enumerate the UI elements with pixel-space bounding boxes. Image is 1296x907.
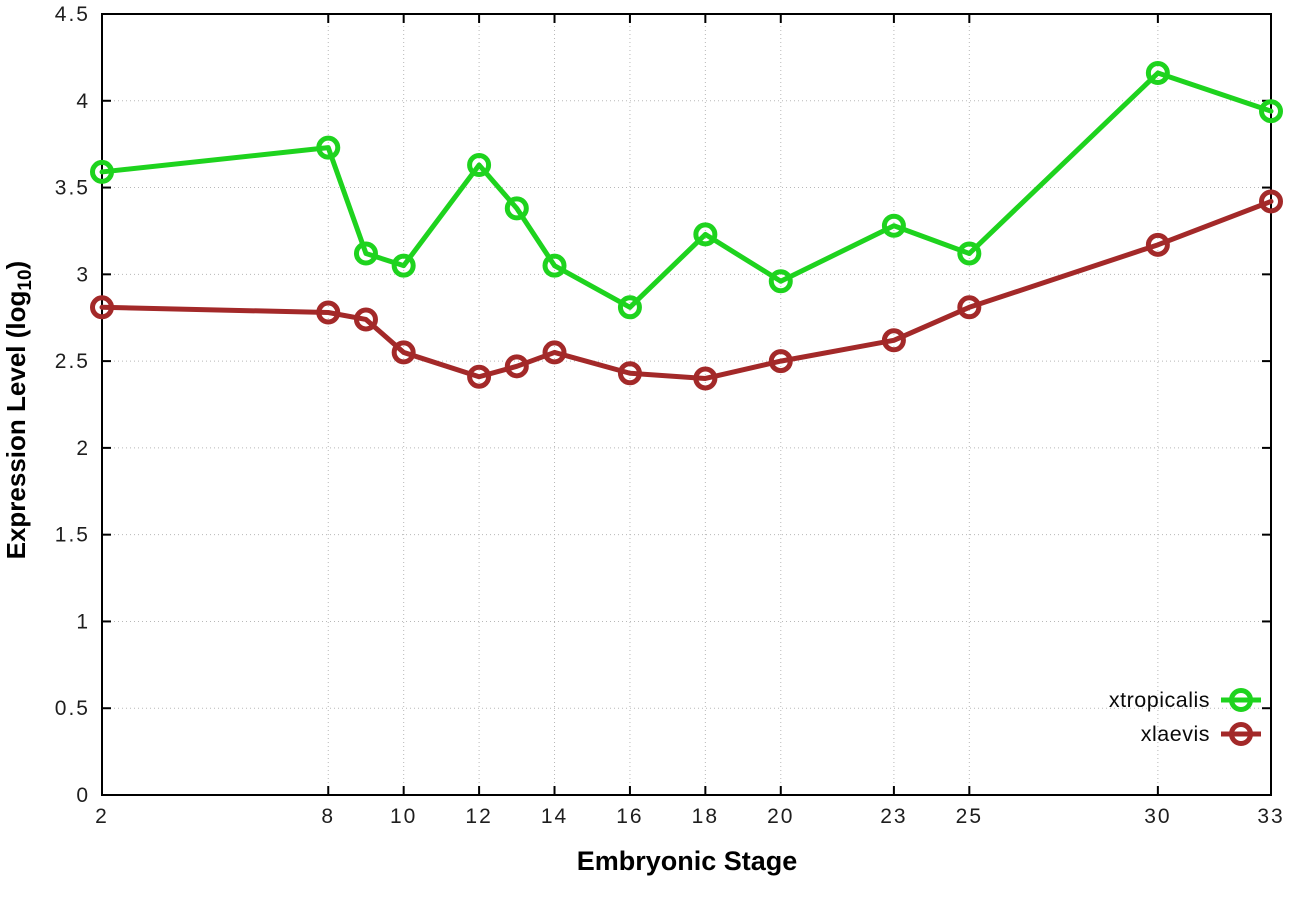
series-xlaevis-marker — [1145, 232, 1170, 257]
series-xlaevis-marker — [1259, 189, 1283, 214]
series-xlaevis — [90, 189, 1283, 391]
legend: xtropicalis xlaevis — [1109, 684, 1264, 750]
series-xlaevis-line — [99, 198, 1274, 381]
legend-item-xtropicalis: xtropicalis — [1109, 684, 1264, 716]
series-xtropicalis-marker — [90, 159, 114, 184]
y-tick-label: 3 — [76, 263, 90, 286]
x-tick-label: 16 — [616, 805, 643, 828]
series-xlaevis-marker — [90, 295, 114, 320]
series-xlaevis-marker — [391, 340, 416, 365]
series-xtropicalis-marker — [504, 196, 529, 221]
x-tick-label: 33 — [1257, 805, 1284, 828]
series-xlaevis-marker — [467, 364, 492, 389]
y-tick-label: 1 — [76, 610, 90, 633]
x-tick-label: 18 — [692, 805, 719, 828]
series-xtropicalis-marker — [881, 213, 906, 238]
series-xlaevis-marker — [881, 328, 906, 353]
legend-marker-xtropicalis-icon — [1221, 688, 1261, 712]
x-tick-label: 12 — [465, 805, 492, 828]
x-tick-label: 30 — [1144, 805, 1171, 828]
x-tick-label: 10 — [390, 805, 417, 828]
y-axis-title-suffix: ) — [0, 260, 31, 270]
series-xtropicalis-marker — [1145, 61, 1170, 86]
x-axis-title: Embryonic Stage — [576, 846, 798, 876]
legend-item-xlaevis: xlaevis — [1141, 718, 1264, 750]
x-tick-label: 23 — [880, 805, 907, 828]
legend-label-xlaevis: xlaevis — [1140, 721, 1210, 746]
series-xtropicalis-marker — [391, 253, 416, 278]
y-axis-title: Expression Level (log10) — [1, 230, 37, 590]
series-xtropicalis-marker — [316, 135, 341, 160]
series-xlaevis-marker — [504, 354, 529, 379]
series-xlaevis-marker — [957, 295, 982, 320]
y-tick-labels: 0 0.5 1 1.5 2 2.5 3 3.5 4 4.5 — [55, 3, 90, 807]
y-tick-label: 1.5 — [55, 524, 90, 547]
plot-grid — [102, 14, 1271, 795]
series-xlaevis-marker — [542, 340, 567, 365]
series-xtropicalis — [90, 61, 1283, 320]
legend-marker-xlaevis-icon — [1221, 722, 1261, 746]
series-xtropicalis-marker — [353, 241, 378, 266]
series-xlaevis-marker — [353, 307, 378, 332]
y-tick-label: 2.5 — [55, 350, 90, 373]
y-tick-label: 0 — [76, 784, 90, 807]
y-tick-label: 2 — [76, 437, 90, 460]
legend-label-xtropicalis: xtropicalis — [1108, 687, 1210, 712]
axis-ticks — [101, 13, 1272, 796]
series-xtropicalis-marker — [957, 241, 982, 266]
series-xtropicalis-marker — [617, 295, 642, 320]
x-tick-label: 25 — [956, 805, 983, 828]
x-tick-labels: 2 8 10 12 14 16 18 20 23 25 30 33 — [95, 805, 1284, 828]
series-xtropicalis-marker — [467, 152, 492, 177]
x-tick-label: 2 — [95, 805, 109, 828]
series-xtropicalis-marker — [693, 222, 718, 247]
y-tick-label: 0.5 — [55, 697, 90, 720]
series-xlaevis-marker — [617, 361, 642, 386]
x-tick-label: 20 — [767, 805, 794, 828]
y-axis-title-subscript: 10 — [15, 269, 37, 291]
series-xtropicalis-marker — [768, 269, 793, 294]
series-xtropicalis-line — [99, 70, 1274, 310]
y-tick-label: 4.5 — [55, 3, 90, 26]
series-xlaevis-marker — [768, 349, 793, 374]
series-xlaevis-marker — [316, 300, 341, 325]
plot-border — [101, 13, 1272, 796]
series-xtropicalis-marker — [542, 253, 567, 278]
x-tick-label: 14 — [541, 805, 568, 828]
x-tick-label: 8 — [321, 805, 335, 828]
y-tick-label: 3.5 — [55, 177, 90, 200]
series-xtropicalis-marker — [1259, 99, 1283, 124]
series-xlaevis-marker — [693, 366, 718, 391]
y-axis-title-text: Expression Level (log — [0, 290, 31, 560]
y-tick-label: 4 — [76, 90, 90, 113]
